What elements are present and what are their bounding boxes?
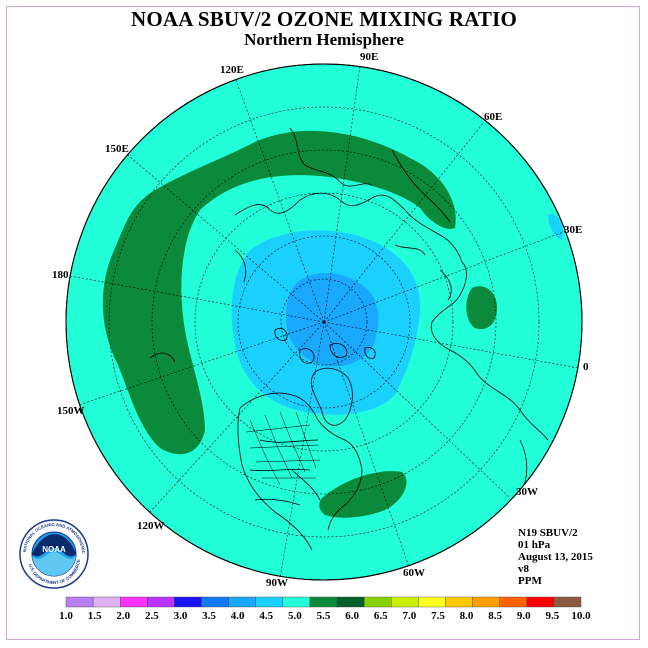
pressure-level-label: 01 hPa — [518, 539, 551, 551]
coastlines — [149, 127, 549, 551]
lon-label-30e: 30E — [564, 224, 582, 236]
lon-label-90w: 90W — [266, 577, 288, 589]
map-subtitle: Northern Hemisphere — [244, 30, 404, 49]
lon-label-150w: 150W — [57, 405, 85, 417]
lon-label-150e: 150E — [105, 143, 129, 155]
version-label: v8 — [518, 563, 529, 575]
info-block: N19 SBUV/2 01 hPa August 13, 2015 v8 PPM — [518, 527, 593, 587]
lon-label-180: 180 — [52, 269, 69, 281]
hemisphere-border — [65, 63, 583, 581]
high-ozone-band-pacific — [102, 130, 456, 455]
map-title: NOAA SBUV/2 OZONE MIXING RATIO — [131, 7, 517, 31]
lon-label-30w: 30W — [516, 486, 538, 498]
low-edge-30e — [548, 214, 563, 240]
lon-label-0: 0 — [583, 361, 589, 373]
lon-label-90e: 90E — [360, 51, 378, 63]
lon-label-120w: 120W — [137, 520, 165, 532]
latitude-circles — [108, 106, 540, 538]
lon-label-60e: 60E — [484, 111, 502, 123]
units-label: PPM — [518, 575, 542, 587]
lon-label-60w: 60W — [403, 567, 425, 579]
meridians — [69, 65, 579, 579]
figure-frame — [6, 6, 640, 640]
high-ozone-blob-europe — [466, 286, 498, 330]
ozone-core-3-5 — [286, 273, 379, 367]
state-borders — [245, 411, 321, 486]
high-ozone-blob-atlantic — [319, 471, 407, 518]
lon-label-120e: 120E — [220, 64, 244, 76]
date-label: August 13, 2015 — [518, 551, 593, 563]
logo-wordmark: NOAA — [42, 545, 66, 554]
noaa-logo: NATIONAL OCEANIC AND ATMOSPHERIC ADMINIS… — [18, 518, 89, 589]
instrument-label: N19 SBUV/2 — [518, 527, 578, 539]
